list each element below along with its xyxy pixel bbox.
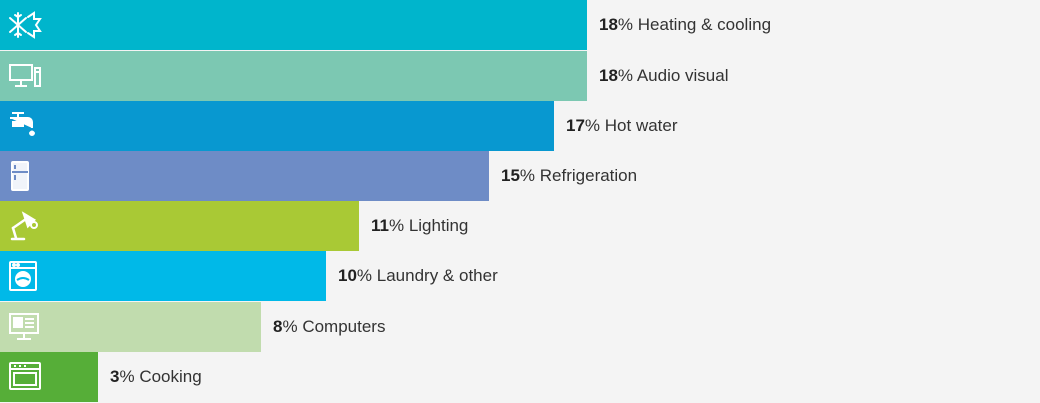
tap-icon (8, 110, 42, 142)
snowflake-sun-icon (8, 9, 42, 41)
fridge-icon (8, 160, 42, 192)
bar-category: Computers (302, 317, 386, 336)
bar-audio-visual (0, 51, 587, 101)
bar-category: Cooking (139, 367, 202, 386)
bar-category: Lighting (408, 216, 469, 235)
bar-label-lighting: 11% Lighting (371, 201, 468, 251)
bar-category: Audio visual (636, 66, 729, 85)
bar-label-hot-water: 17% Hot water (566, 101, 678, 151)
oven-icon (8, 361, 42, 393)
desk-lamp-icon (8, 210, 42, 242)
bar-label-audio-visual: 18% Audio visual (599, 51, 729, 101)
bar-heating-and-cooling (0, 0, 587, 50)
bar-label-laundry-and-other: 10% Laundry & other (338, 251, 498, 301)
bar-row-audio-visual: 18% Audio visual (0, 51, 1040, 101)
bar-hot-water (0, 101, 554, 151)
bar-unit: % (617, 66, 637, 85)
bar-value: 8 (273, 317, 283, 336)
bar-row-laundry-and-other: 10% Laundry & other (0, 251, 1040, 301)
monitor-icon (8, 60, 42, 92)
bar-refrigeration (0, 151, 489, 201)
bar-category: Heating & cooling (637, 15, 772, 34)
bar-cooking (0, 352, 98, 402)
bar-value: 18 (599, 15, 618, 34)
bar-unit: % (356, 266, 377, 285)
bar-unit: % (519, 166, 540, 185)
bar-unit: % (584, 116, 605, 135)
bar-label-refrigeration: 15% Refrigeration (501, 151, 637, 201)
bar-unit: % (282, 317, 303, 336)
bar-category: Refrigeration (539, 166, 638, 185)
computer-icon (8, 311, 42, 343)
bar-lighting (0, 201, 359, 251)
bar-value: 15 (501, 166, 520, 185)
bar-value: 11 (371, 216, 389, 235)
washing-machine-icon (8, 260, 42, 292)
bar-row-refrigeration: 15% Refrigeration (0, 151, 1040, 201)
bar-row-cooking: 3% Cooking (0, 352, 1040, 402)
bar-category: Laundry & other (376, 266, 498, 285)
bar-value: 17 (566, 116, 585, 135)
bar-value: 18 (599, 66, 618, 85)
bar-row-lighting: 11% Lighting (0, 201, 1040, 251)
bar-unit: % (119, 367, 140, 386)
bar-unit: % (388, 216, 409, 235)
bar-label-computers: 8% Computers (273, 302, 385, 352)
bar-row-hot-water: 17% Hot water (0, 101, 1040, 151)
bar-value: 10 (338, 266, 357, 285)
bar-category: Hot water (604, 116, 678, 135)
bar-row-heating-and-cooling: 18% Heating & cooling (0, 0, 1040, 50)
bar-computers (0, 302, 261, 352)
bar-row-computers: 8% Computers (0, 302, 1040, 352)
bar-label-cooking: 3% Cooking (110, 352, 202, 402)
bar-label-heating-and-cooling: 18% Heating & cooling (599, 0, 771, 50)
bar-value: 3 (110, 367, 120, 386)
bar-unit: % (617, 15, 638, 34)
bar-laundry-and-other (0, 251, 326, 301)
